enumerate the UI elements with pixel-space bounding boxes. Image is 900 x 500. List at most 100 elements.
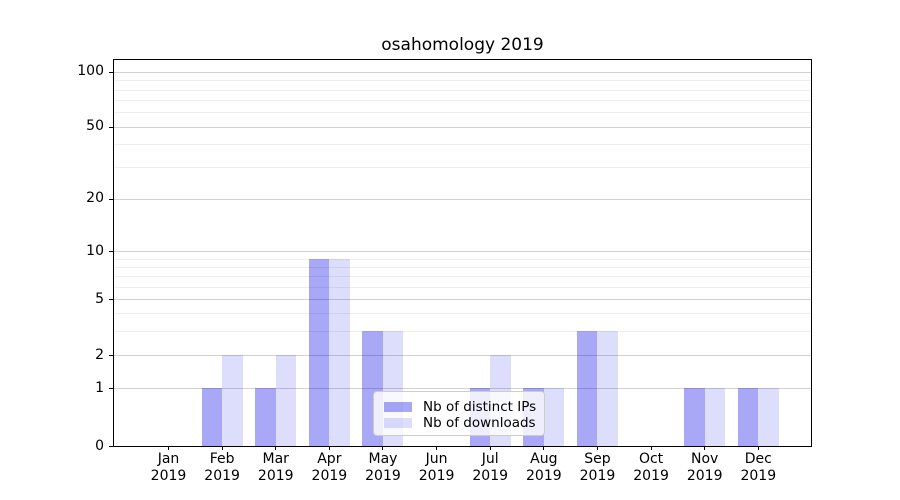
y-tick-2 <box>109 355 113 357</box>
x-tick-mar <box>275 446 277 450</box>
legend-swatch-downloads <box>384 418 412 428</box>
gridline-minor-4 <box>114 312 811 314</box>
legend-label-distinct-ips: Nb of distinct IPs <box>423 399 537 415</box>
x-label-year: 2019 <box>150 468 187 484</box>
gridline-minor-3 <box>114 330 811 332</box>
x-label-year: 2019 <box>257 468 294 484</box>
x-tick-label-oct: Oct 2019 <box>606 451 696 485</box>
gridline-major-100 <box>114 71 811 73</box>
x-label-month: Oct <box>638 451 664 467</box>
x-label-month: Jan <box>157 451 180 467</box>
x-tick-jun <box>436 446 438 450</box>
bar-nov-distinct-ips <box>684 388 705 446</box>
x-label-month: Nov <box>691 451 719 467</box>
y-tick-label-0: 0 <box>95 437 104 454</box>
x-label-year: 2019 <box>365 468 401 484</box>
x-ticks-layer <box>114 60 811 450</box>
legend-item-downloads: Nb of downloads <box>384 415 544 431</box>
x-tick-jan <box>168 446 169 450</box>
gridline-major-50 <box>114 126 811 128</box>
bar-sep-downloads <box>597 330 618 446</box>
x-tick-feb <box>221 446 223 450</box>
x-label-month: Sep <box>584 451 611 467</box>
y-tick-label-1: 1 <box>95 379 104 396</box>
y-tick-100 <box>109 71 113 73</box>
x-tick-label-jan: Jan 2019 <box>124 451 214 485</box>
bar-apr-distinct-ips <box>308 258 330 446</box>
gridline-minor-70 <box>114 100 811 102</box>
y-tick-label-10: 10 <box>86 242 104 259</box>
bar-mar-downloads <box>275 355 297 446</box>
bar-sep-distinct-ips <box>576 330 598 446</box>
legend-swatch-distinct-ips <box>384 402 412 412</box>
y-tick-10 <box>109 251 113 253</box>
x-label-month: Apr <box>317 451 342 467</box>
x-label-year: 2019 <box>686 468 723 484</box>
x-tick-may <box>382 446 384 450</box>
bar-dec-distinct-ips <box>737 388 759 446</box>
x-label-month: Jun <box>425 451 448 467</box>
y-tick-label-50: 50 <box>86 118 104 135</box>
gridlines-layer <box>114 60 811 446</box>
bar-feb-distinct-ips <box>201 388 223 446</box>
y-tick-label-5: 5 <box>95 290 104 307</box>
x-label-year: 2019 <box>579 468 616 484</box>
x-tick-label-sep: Sep 2019 <box>552 451 642 485</box>
y-tick-20 <box>109 198 113 200</box>
x-label-year: 2019 <box>418 468 455 484</box>
y-tick-50 <box>109 126 113 128</box>
legend-item-distinct-ips: Nb of distinct IPs <box>384 399 544 415</box>
x-label-year: 2019 <box>740 468 777 484</box>
y-tick-label-20: 20 <box>86 190 104 207</box>
x-tick-sep <box>596 446 598 450</box>
x-tick-label-jul: Jul 2019 <box>445 451 535 485</box>
x-tick-jul <box>489 446 491 450</box>
bar-dec-downloads <box>758 388 779 446</box>
x-label-year: 2019 <box>204 468 240 484</box>
x-label-month: Feb <box>209 451 235 467</box>
y-tick-0 <box>109 446 113 447</box>
x-label-month: Mar <box>262 451 289 467</box>
gridline-major-5 <box>114 299 811 301</box>
x-tick-label-dec: Dec 2019 <box>713 451 803 485</box>
gridline-minor-60 <box>114 112 811 114</box>
chart-title: osahomology 2019 <box>381 35 544 55</box>
y-tick-1 <box>109 388 113 390</box>
bar-feb-downloads <box>222 355 243 446</box>
gridline-minor-9 <box>114 258 811 260</box>
x-label-month: Aug <box>530 451 558 467</box>
x-tick-label-mar: Mar 2019 <box>231 451 321 485</box>
x-tick-label-apr: Apr 2019 <box>284 451 374 485</box>
gridline-minor-7 <box>114 276 811 278</box>
x-tick-dec <box>757 446 759 450</box>
y-tick-label-100: 100 <box>77 63 104 80</box>
bar-nov-downloads <box>704 388 726 446</box>
x-label-month: May <box>368 451 398 467</box>
gridline-minor-8 <box>114 266 811 268</box>
x-tick-label-aug: Aug 2019 <box>499 451 589 485</box>
x-label-month: Jul <box>481 451 499 467</box>
x-tick-label-jun: Jun 2019 <box>392 451 482 485</box>
x-label-year: 2019 <box>526 468 562 484</box>
gridline-minor-90 <box>114 80 811 82</box>
y-tick-5 <box>109 299 113 301</box>
gridline-major-1 <box>114 388 811 390</box>
x-tick-label-may: May 2019 <box>338 451 428 485</box>
x-label-month: Dec <box>744 451 772 467</box>
gridline-major-20 <box>114 198 811 200</box>
x-label-year: 2019 <box>472 468 509 484</box>
gridline-minor-80 <box>114 89 811 91</box>
bar-mar-distinct-ips <box>255 388 276 446</box>
x-tick-label-nov: Nov 2019 <box>660 451 750 485</box>
legend: Nb of distinct IPs Nb of downloads <box>373 391 545 436</box>
gridline-major-10 <box>114 251 811 253</box>
x-tick-oct <box>650 446 652 450</box>
x-label-year: 2019 <box>633 468 669 484</box>
legend-label-downloads: Nb of downloads <box>423 415 536 431</box>
gridline-minor-6 <box>114 286 811 288</box>
x-label-year: 2019 <box>311 468 348 484</box>
x-tick-aug <box>543 446 545 450</box>
gridline-minor-30 <box>114 166 811 168</box>
gridline-major-2 <box>114 355 811 357</box>
